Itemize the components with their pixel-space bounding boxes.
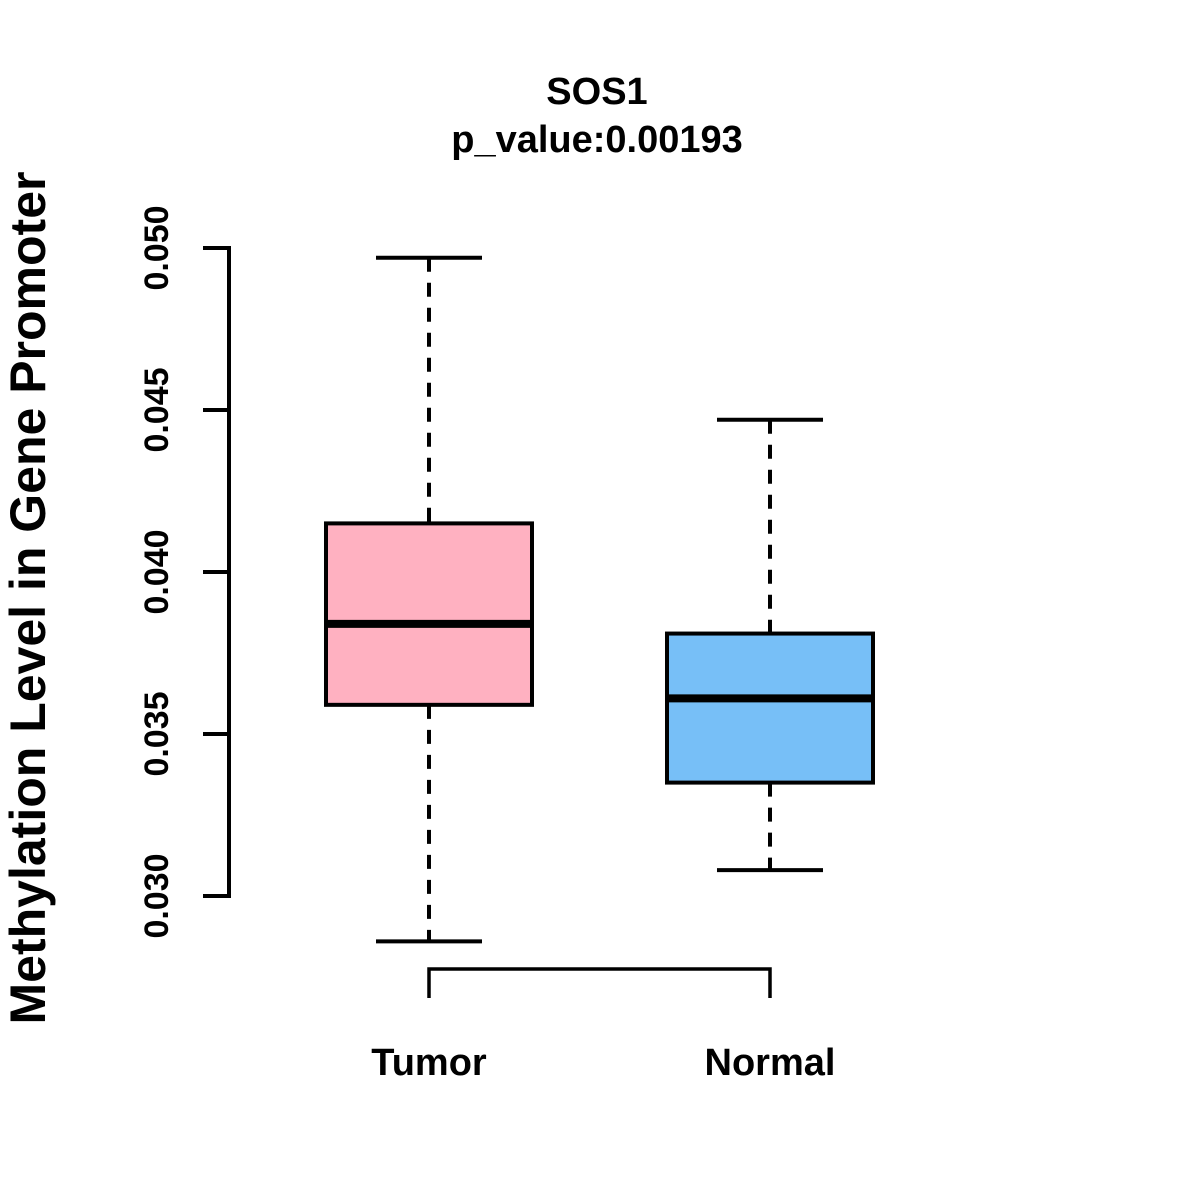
y-axis: 0.030 0.035 0.040 0.045 0.050	[138, 205, 231, 939]
y-tick-label: 0.035	[138, 691, 176, 776]
iqr-box	[324, 521, 534, 707]
y-tick-label: 0.040	[138, 529, 176, 614]
y-tick-label: 0.050	[138, 205, 176, 290]
iqr-box	[665, 631, 875, 785]
x-category-label: Normal	[705, 1042, 836, 1084]
chart-title: SOS1	[546, 71, 647, 113]
chart-subtitle-pvalue: p_value:0.00193	[451, 119, 743, 161]
x-category-label: Tumor	[371, 1042, 487, 1084]
x-axis: Tumor Normal	[371, 967, 836, 1084]
box-group-normal	[665, 417, 875, 873]
boxes	[324, 255, 875, 944]
x-axis-bracket	[427, 967, 772, 998]
y-axis-title: Methylation Level in Gene Promoter	[0, 172, 56, 1025]
box-group-tumor	[324, 255, 534, 944]
y-tick-label: 0.045	[138, 367, 176, 452]
y-tick-label: 0.030	[138, 853, 176, 938]
